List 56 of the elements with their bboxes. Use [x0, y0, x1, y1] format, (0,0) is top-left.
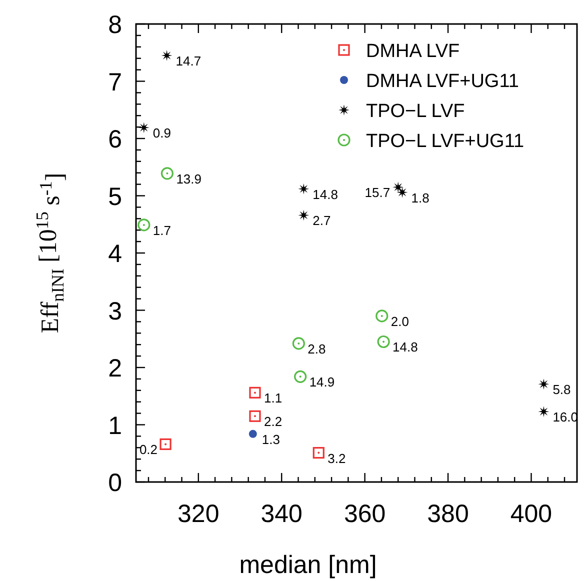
point: [249, 410, 261, 422]
x-tick-label: 340: [260, 500, 302, 528]
annotation: 0.2: [139, 442, 158, 458]
point: [377, 335, 390, 348]
y-tick-label: 1: [108, 412, 122, 440]
legend-label: DMHA LVF: [366, 41, 460, 62]
y-tick-label: 6: [108, 126, 122, 154]
y-tick-label: 0: [108, 469, 122, 497]
point: [292, 337, 305, 350]
point: [312, 447, 324, 459]
annotation: 1.3: [262, 432, 280, 447]
annotation: 0.9: [152, 126, 171, 141]
legend-label: TPO−L LVF+UG11: [366, 131, 524, 152]
point: [396, 186, 408, 198]
annotation: 14.7: [176, 53, 202, 68]
point: [298, 210, 310, 221]
annotation: 2.2: [264, 414, 282, 430]
point: [249, 386, 261, 398]
annotation: 14.8: [392, 340, 418, 355]
x-tick-label: 320: [178, 500, 220, 528]
annotation: 14.8: [312, 186, 338, 202]
point: [160, 167, 174, 180]
point: [161, 50, 172, 61]
point: [376, 310, 388, 322]
annotation: 2.8: [308, 341, 326, 356]
point: [248, 430, 257, 438]
point: [538, 406, 550, 418]
annotation: 1.8: [411, 190, 430, 206]
point: [392, 182, 404, 193]
x-tick-label: 400: [510, 500, 552, 528]
y-tick-label: 7: [108, 68, 122, 96]
x-tick-label: 380: [427, 500, 469, 528]
annotation: 2.0: [390, 314, 409, 329]
legend-label: DMHA LVF+UG11: [366, 71, 519, 92]
annotation: 14.9: [309, 374, 335, 390]
point: [138, 218, 150, 232]
annotation: 1.7: [152, 222, 171, 238]
y-tick-label: 2: [108, 354, 122, 382]
point: [160, 438, 172, 450]
annotation: 15.7: [364, 185, 390, 200]
x-tick-label: 360: [344, 500, 386, 528]
point: [294, 370, 307, 383]
annotation: 1.1: [264, 390, 282, 406]
annotation: 5.8: [552, 382, 571, 398]
annotation: 2.7: [312, 213, 331, 228]
point: [538, 378, 550, 390]
annotation: 3.2: [328, 450, 346, 466]
y-tick-label: 3: [108, 297, 122, 326]
y-tick-label: 8: [108, 11, 122, 39]
y-tick-label: 4: [108, 240, 122, 268]
x-axis-title: median [nm]: [239, 551, 377, 579]
legend-label: TPO−L LVF: [366, 101, 465, 122]
annotation: 13.9: [176, 171, 202, 186]
point: [298, 183, 310, 194]
point: [138, 122, 150, 134]
y-tick-label: 5: [108, 182, 122, 211]
